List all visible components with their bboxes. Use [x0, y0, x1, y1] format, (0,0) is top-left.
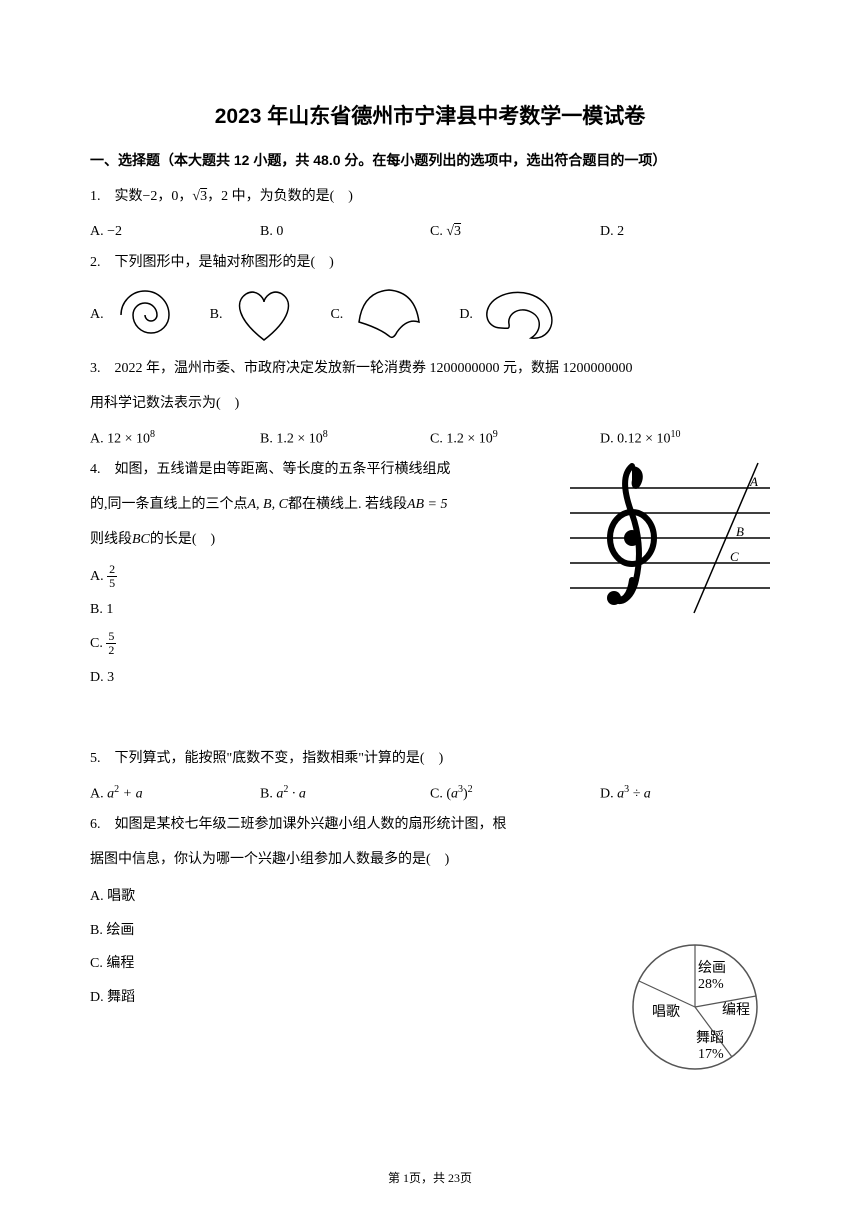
q1-C: C. √3: [430, 217, 600, 248]
q4-line3: 则线段BC的长是( ): [90, 525, 520, 556]
pie-dance-label: 舞蹈: [696, 1030, 724, 1046]
q4-line1: 4. 如图，五线谱是由等距离、等长度的五条平行横线组成: [90, 455, 520, 486]
pie-draw-pct: 28%: [698, 977, 724, 992]
q6-A: A. 唱歌: [90, 880, 580, 914]
q3-B: B. 1.2 × 108: [260, 424, 430, 455]
q4-B: B. 1: [90, 593, 520, 627]
q1-D: D. 2: [600, 217, 770, 248]
q3-options: A. 12 × 108 B. 1.2 × 108 C. 1.2 × 109 D.…: [90, 424, 770, 455]
pie-code-label: 编程: [722, 1002, 750, 1018]
q5-D: D. a3 ÷ a: [600, 779, 770, 810]
q5-C: C. (a3)2: [430, 779, 600, 810]
q4-label-C: C: [730, 549, 739, 564]
q1-text: 1. 实数−2，0，√3，2 中，为负数的是( ): [90, 182, 770, 213]
treble-clef-icon: [607, 466, 654, 605]
q3-D: D. 0.12 × 1010: [600, 424, 770, 455]
q4-label-B: B: [736, 524, 744, 539]
q1-options: A. −2 B. 0 C. √3 D. 2: [90, 217, 770, 248]
q6-line2: 据图中信息，你认为哪一个兴趣小组参加人数最多的是( ): [90, 845, 580, 876]
q2-D: D.: [459, 284, 561, 346]
section-1-header: 一、选择题（本大题共 12 小题，共 48.0 分。在每小题列出的选项中，选出符…: [90, 150, 770, 170]
q2-A: A.: [90, 284, 180, 346]
exam-title: 2023 年山东省德州市宁津县中考数学一模试卷: [90, 100, 770, 130]
q6-C: C. 编程: [90, 947, 580, 981]
page-footer: 第 1页，共 23页: [0, 1169, 860, 1186]
q5-options: A. a2 + a B. a2 · a C. (a3)2 D. a3 ÷ a: [90, 779, 770, 810]
q5-text: 5. 下列算式，能按照"底数不变，指数相乘"计算的是( ): [90, 744, 770, 775]
pie-sing-label: 唱歌: [652, 1004, 680, 1020]
q3-line1: 3. 2022 年，温州市委、市政府决定发放新一轮消费券 1200000000 …: [90, 354, 770, 385]
q4-D: D. 3: [90, 661, 520, 695]
q5-A: A. a2 + a: [90, 779, 260, 810]
q6-D: D. 舞蹈: [90, 981, 580, 1015]
q4-line2: 的,同一条直线上的三个点A, B, C都在横线上. 若线段AB = 5: [90, 490, 520, 521]
heart-icon: [228, 284, 300, 346]
q2-B: B.: [210, 284, 301, 346]
pie-draw-label: 绘画: [698, 960, 726, 976]
q4-C: C. 52: [90, 627, 520, 661]
q6-B: B. 绘画: [90, 914, 580, 948]
q3-line2: 用科学记数法表示为( ): [90, 389, 770, 420]
q6-line1: 6. 如图是某校七年级二班参加课外兴趣小组人数的扇形统计图，根: [90, 810, 580, 841]
q1-A: A. −2: [90, 217, 260, 248]
q3-A: A. 12 × 108: [90, 424, 260, 455]
q4-options: A. 25 B. 1 C. 52 D. 3: [90, 560, 520, 694]
q1-B: B. 0: [260, 217, 430, 248]
spiral-icon: [110, 284, 180, 346]
q4-figure: A B C: [570, 458, 770, 618]
q3-C: C. 1.2 × 109: [430, 424, 600, 455]
pie-dance-pct: 17%: [698, 1047, 724, 1062]
q4-label-A: A: [749, 474, 758, 489]
paisley-icon: [479, 284, 561, 346]
q2-shapes: A. B. C. D.: [90, 284, 770, 346]
q4-A: A. 25: [90, 560, 520, 594]
q2-C: C.: [330, 284, 429, 346]
q6-options: A. 唱歌 B. 绘画 C. 编程 D. 舞蹈: [90, 880, 580, 1014]
fan-icon: [349, 284, 429, 346]
q6-pie-chart: 绘画 28% 编程 唱歌 舞蹈 17%: [620, 932, 770, 1082]
q5-B: B. a2 · a: [260, 779, 430, 810]
q2-text: 2. 下列图形中，是轴对称图形的是( ): [90, 248, 770, 279]
